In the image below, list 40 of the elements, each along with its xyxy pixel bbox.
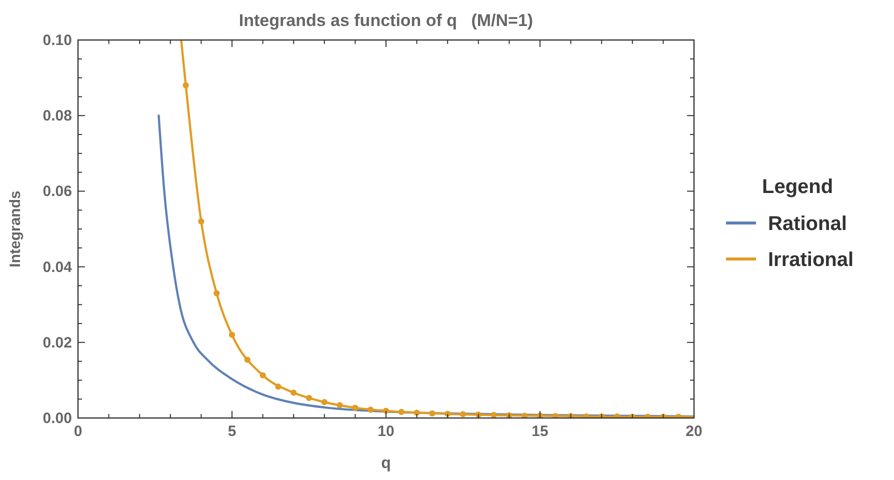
y-tick-label: 0.10: [42, 32, 72, 49]
y-tick-label: 0.08: [42, 108, 72, 125]
legend-label: Rational: [768, 213, 847, 235]
point: [414, 410, 420, 416]
line-series: [180, 40, 694, 418]
point: [260, 372, 266, 378]
y-tick-label: 0.00: [42, 410, 72, 427]
point: [490, 412, 497, 418]
y-tick-label: 0.02: [42, 334, 72, 352]
point: [352, 404, 358, 411]
line-series: [158, 114, 694, 418]
y-tick-label: 0.06: [42, 183, 72, 200]
point: [336, 402, 343, 408]
point: [182, 82, 189, 88]
x-tick-label: 0: [74, 423, 82, 440]
point: [552, 413, 558, 418]
point: [398, 408, 404, 416]
point: [228, 332, 236, 338]
x-tick-label: 15: [532, 423, 548, 440]
point: [198, 218, 204, 225]
legend-label: Irrational: [768, 249, 854, 271]
point: [460, 411, 466, 418]
x-tick-label: 10: [378, 423, 394, 440]
point: [290, 390, 297, 396]
chart-title: Integrands as function of q (M/N=1): [238, 11, 534, 30]
x-tick-label: 5: [228, 423, 236, 440]
x-tick-label: 20: [686, 423, 702, 440]
point: [368, 406, 374, 413]
point: [522, 412, 528, 418]
x-axis-title: q: [381, 455, 391, 472]
y-axis-title: Integrands: [7, 190, 24, 268]
point: [275, 384, 282, 390]
point: [214, 290, 220, 296]
point: [583, 413, 590, 418]
point: [306, 394, 312, 402]
legend-title: Legend: [762, 176, 834, 198]
y-tick-label: 0.04: [42, 258, 73, 276]
point: [429, 410, 436, 417]
point: [244, 356, 250, 363]
point: [321, 399, 328, 406]
